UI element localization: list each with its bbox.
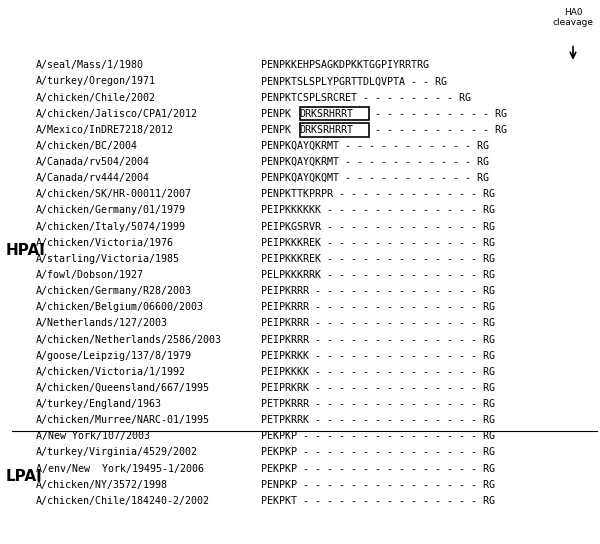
Bar bbox=[300, 107, 370, 120]
Text: A/chicken/SK/HR-00011/2007: A/chicken/SK/HR-00011/2007 bbox=[36, 189, 192, 199]
Text: A/turkey/Oregon/1971: A/turkey/Oregon/1971 bbox=[36, 76, 156, 86]
Text: DRKSRHRRT: DRKSRHRRT bbox=[300, 109, 354, 119]
Text: PEIPKKKREK - - - - - - - - - - - - - RG: PEIPKKKREK - - - - - - - - - - - - - RG bbox=[261, 238, 495, 248]
Text: PEIPKRRR - - - - - - - - - - - - - - RG: PEIPKRRR - - - - - - - - - - - - - - RG bbox=[261, 318, 495, 329]
Text: PEIPKKKKKK - - - - - - - - - - - - - RG: PEIPKKKKKK - - - - - - - - - - - - - RG bbox=[261, 206, 495, 215]
Text: PENPKKEHPSAGKDPKKTGGPIYRRTRG: PENPKKEHPSAGKDPKKTGGPIYRRTRG bbox=[261, 60, 429, 70]
Text: PEIPKRKK - - - - - - - - - - - - - - RG: PEIPKRKK - - - - - - - - - - - - - - RG bbox=[261, 351, 495, 361]
Text: PEIPKRRR - - - - - - - - - - - - - - RG: PEIPKRRR - - - - - - - - - - - - - - RG bbox=[261, 335, 495, 344]
Text: PEKPKP - - - - - - - - - - - - - - - RG: PEKPKP - - - - - - - - - - - - - - - RG bbox=[261, 448, 495, 458]
Text: PENPKP - - - - - - - - - - - - - - - RG: PENPKP - - - - - - - - - - - - - - - RG bbox=[261, 480, 495, 490]
Text: PEIPKRRR - - - - - - - - - - - - - - RG: PEIPKRRR - - - - - - - - - - - - - - RG bbox=[261, 302, 495, 312]
Text: A/chicken/Jalisco/CPA1/2012: A/chicken/Jalisco/CPA1/2012 bbox=[36, 109, 198, 119]
Text: HA0
cleavage: HA0 cleavage bbox=[553, 8, 593, 27]
Text: A/chicken/Chile/184240-2/2002: A/chicken/Chile/184240-2/2002 bbox=[36, 496, 210, 506]
Text: - - - - - - - - - - RG: - - - - - - - - - - RG bbox=[370, 125, 508, 135]
Text: A/chicken/Germany/01/1979: A/chicken/Germany/01/1979 bbox=[36, 206, 186, 215]
Text: A/chicken/Murree/NARC-01/1995: A/chicken/Murree/NARC-01/1995 bbox=[36, 415, 210, 425]
Text: PENPKTTKPRPR - - - - - - - - - - - - RG: PENPKTTKPRPR - - - - - - - - - - - - RG bbox=[261, 189, 495, 199]
Text: PEIPKKKK - - - - - - - - - - - - - - RG: PEIPKKKK - - - - - - - - - - - - - - RG bbox=[261, 367, 495, 377]
Text: PEIPKRRR - - - - - - - - - - - - - - RG: PEIPKRRR - - - - - - - - - - - - - - RG bbox=[261, 286, 495, 296]
Text: HPAI: HPAI bbox=[6, 243, 46, 258]
Text: A/goose/Leipzig/137/8/1979: A/goose/Leipzig/137/8/1979 bbox=[36, 351, 192, 361]
Text: PEKPKT - - - - - - - - - - - - - - - RG: PEKPKT - - - - - - - - - - - - - - - RG bbox=[261, 496, 495, 506]
Text: A/chicken/Queensland/667/1995: A/chicken/Queensland/667/1995 bbox=[36, 383, 210, 393]
Text: A/chicken/Italy/5074/1999: A/chicken/Italy/5074/1999 bbox=[36, 221, 186, 232]
Text: PENPKQAYQKRMT - - - - - - - - - - - RG: PENPKQAYQKRMT - - - - - - - - - - - RG bbox=[261, 141, 489, 151]
Text: A/turkey/England/1963: A/turkey/England/1963 bbox=[36, 399, 162, 409]
Text: A/fowl/Dobson/1927: A/fowl/Dobson/1927 bbox=[36, 270, 144, 280]
Text: PENPKQAYQKRMT - - - - - - - - - - - RG: PENPKQAYQKRMT - - - - - - - - - - - RG bbox=[261, 157, 489, 167]
Text: PENPK: PENPK bbox=[261, 109, 291, 119]
Text: A/chicken/BC/2004: A/chicken/BC/2004 bbox=[36, 141, 138, 151]
Text: A/chicken/Victoria/1976: A/chicken/Victoria/1976 bbox=[36, 238, 174, 248]
Text: PENPK: PENPK bbox=[261, 125, 291, 135]
Text: A/chicken/Chile/2002: A/chicken/Chile/2002 bbox=[36, 92, 156, 103]
Text: A/chicken/Belgium/06600/2003: A/chicken/Belgium/06600/2003 bbox=[36, 302, 204, 312]
Text: A/turkey/Virginia/4529/2002: A/turkey/Virginia/4529/2002 bbox=[36, 448, 198, 458]
Text: PENPKTCSPLSRCRET - - - - - - - - RG: PENPKTCSPLSRCRET - - - - - - - - RG bbox=[261, 92, 471, 103]
Text: A/Canada/rv444/2004: A/Canada/rv444/2004 bbox=[36, 173, 150, 183]
Text: A/Canada/rv504/2004: A/Canada/rv504/2004 bbox=[36, 157, 150, 167]
Text: PETPKRRR - - - - - - - - - - - - - - RG: PETPKRRR - - - - - - - - - - - - - - RG bbox=[261, 399, 495, 409]
Bar bbox=[300, 123, 370, 137]
Text: A/Netherlands/127/2003: A/Netherlands/127/2003 bbox=[36, 318, 168, 329]
Text: DRKSRHRRT: DRKSRHRRT bbox=[300, 125, 354, 135]
Text: PENPKTSLSPLYPGRTTDLQVPTA - - RG: PENPKTSLSPLYPGRTTDLQVPTA - - RG bbox=[261, 76, 447, 86]
Text: LPAI: LPAI bbox=[6, 469, 43, 484]
Text: PEIPKKKREK - - - - - - - - - - - - - RG: PEIPKKKREK - - - - - - - - - - - - - RG bbox=[261, 254, 495, 264]
Text: A/seal/Mass/1/1980: A/seal/Mass/1/1980 bbox=[36, 60, 144, 70]
Text: A/starling/Victoria/1985: A/starling/Victoria/1985 bbox=[36, 254, 180, 264]
Text: A/Mexico/InDRE7218/2012: A/Mexico/InDRE7218/2012 bbox=[36, 125, 174, 135]
Text: A/chicken/NY/3572/1998: A/chicken/NY/3572/1998 bbox=[36, 480, 168, 490]
Text: PENPKQAYQKQMT - - - - - - - - - - - RG: PENPKQAYQKQMT - - - - - - - - - - - RG bbox=[261, 173, 489, 183]
Text: A/env/New  York/19495-1/2006: A/env/New York/19495-1/2006 bbox=[36, 463, 204, 474]
Text: A/chicken/Netherlands/2586/2003: A/chicken/Netherlands/2586/2003 bbox=[36, 335, 222, 344]
Text: PEKPKP - - - - - - - - - - - - - - - RG: PEKPKP - - - - - - - - - - - - - - - RG bbox=[261, 431, 495, 441]
Text: PETPKRRK - - - - - - - - - - - - - - RG: PETPKRRK - - - - - - - - - - - - - - RG bbox=[261, 415, 495, 425]
Text: A/New York/107/2003: A/New York/107/2003 bbox=[36, 431, 150, 441]
Text: PEIPRKRK - - - - - - - - - - - - - - RG: PEIPRKRK - - - - - - - - - - - - - - RG bbox=[261, 383, 495, 393]
Text: A/chicken/Germany/R28/2003: A/chicken/Germany/R28/2003 bbox=[36, 286, 192, 296]
Text: A/chicken/Victoria/1/1992: A/chicken/Victoria/1/1992 bbox=[36, 367, 186, 377]
Text: - - - - - - - - - - RG: - - - - - - - - - - RG bbox=[370, 109, 508, 119]
Text: PEKPKP - - - - - - - - - - - - - - - RG: PEKPKP - - - - - - - - - - - - - - - RG bbox=[261, 463, 495, 474]
Text: PELPKKKRRK - - - - - - - - - - - - - RG: PELPKKKRRK - - - - - - - - - - - - - RG bbox=[261, 270, 495, 280]
Text: PEIPKGSRVR - - - - - - - - - - - - - RG: PEIPKGSRVR - - - - - - - - - - - - - RG bbox=[261, 221, 495, 232]
